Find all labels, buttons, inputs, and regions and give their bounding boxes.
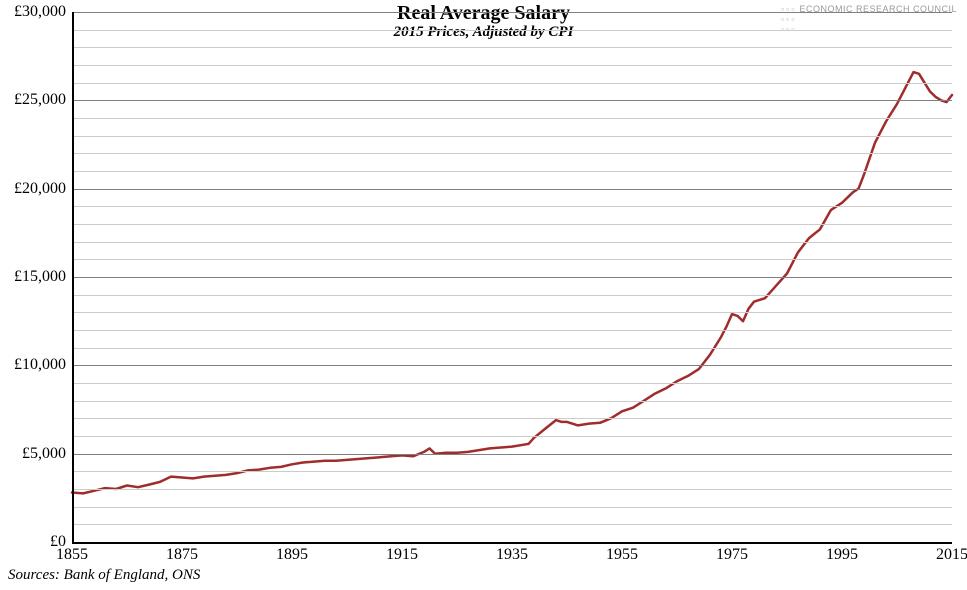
x-tick-label: 1935	[496, 546, 528, 564]
y-tick-label: £15,000	[14, 268, 66, 286]
gridline-minor	[72, 206, 952, 207]
gridline-minor	[72, 383, 952, 384]
gridline-major	[72, 365, 952, 366]
gridline-minor	[72, 489, 952, 490]
gridline-minor	[72, 524, 952, 525]
gridline-minor	[72, 30, 952, 31]
gridline-major	[72, 454, 952, 455]
gridline-major	[72, 12, 952, 13]
gridline-major	[72, 100, 952, 101]
gridline-minor	[72, 401, 952, 402]
gridline-minor	[72, 136, 952, 137]
gridline-minor	[72, 471, 952, 472]
y-tick-label: £30,000	[14, 3, 66, 21]
x-tick-label: 1995	[826, 546, 858, 564]
x-tick-label: 1875	[166, 546, 198, 564]
gridline-minor	[72, 330, 952, 331]
y-tick-label: £25,000	[14, 91, 66, 109]
x-tick-label: 2015	[936, 546, 967, 564]
gridline-minor	[72, 436, 952, 437]
gridline-minor	[72, 224, 952, 225]
x-tick-label: 1855	[56, 546, 88, 564]
y-tick-label: £20,000	[14, 180, 66, 198]
gridline-minor	[72, 418, 952, 419]
x-axis	[72, 542, 952, 544]
gridline-minor	[72, 507, 952, 508]
gridline-minor	[72, 348, 952, 349]
gridline-minor	[72, 118, 952, 119]
gridline-minor	[72, 242, 952, 243]
x-tick-label: 1975	[716, 546, 748, 564]
gridline-minor	[72, 171, 952, 172]
y-tick-label: £10,000	[14, 356, 66, 374]
gridline-minor	[72, 153, 952, 154]
gridline-minor	[72, 83, 952, 84]
gridline-minor	[72, 47, 952, 48]
chart-container: Real Average Salary 2015 Prices, Adjuste…	[0, 0, 967, 590]
y-axis	[72, 12, 74, 542]
gridline-minor	[72, 295, 952, 296]
source-label: Sources: Bank of England, ONS	[8, 567, 200, 584]
x-tick-label: 1895	[276, 546, 308, 564]
gridline-minor	[72, 65, 952, 66]
x-tick-label: 1915	[386, 546, 418, 564]
x-tick-label: 1955	[606, 546, 638, 564]
gridline-major	[72, 277, 952, 278]
y-tick-label: £5,000	[22, 445, 66, 463]
gridline-minor	[72, 312, 952, 313]
gridline-minor	[72, 259, 952, 260]
plot-area: £0£5,000£10,000£15,000£20,000£25,000£30,…	[72, 12, 952, 542]
gridline-major	[72, 189, 952, 190]
